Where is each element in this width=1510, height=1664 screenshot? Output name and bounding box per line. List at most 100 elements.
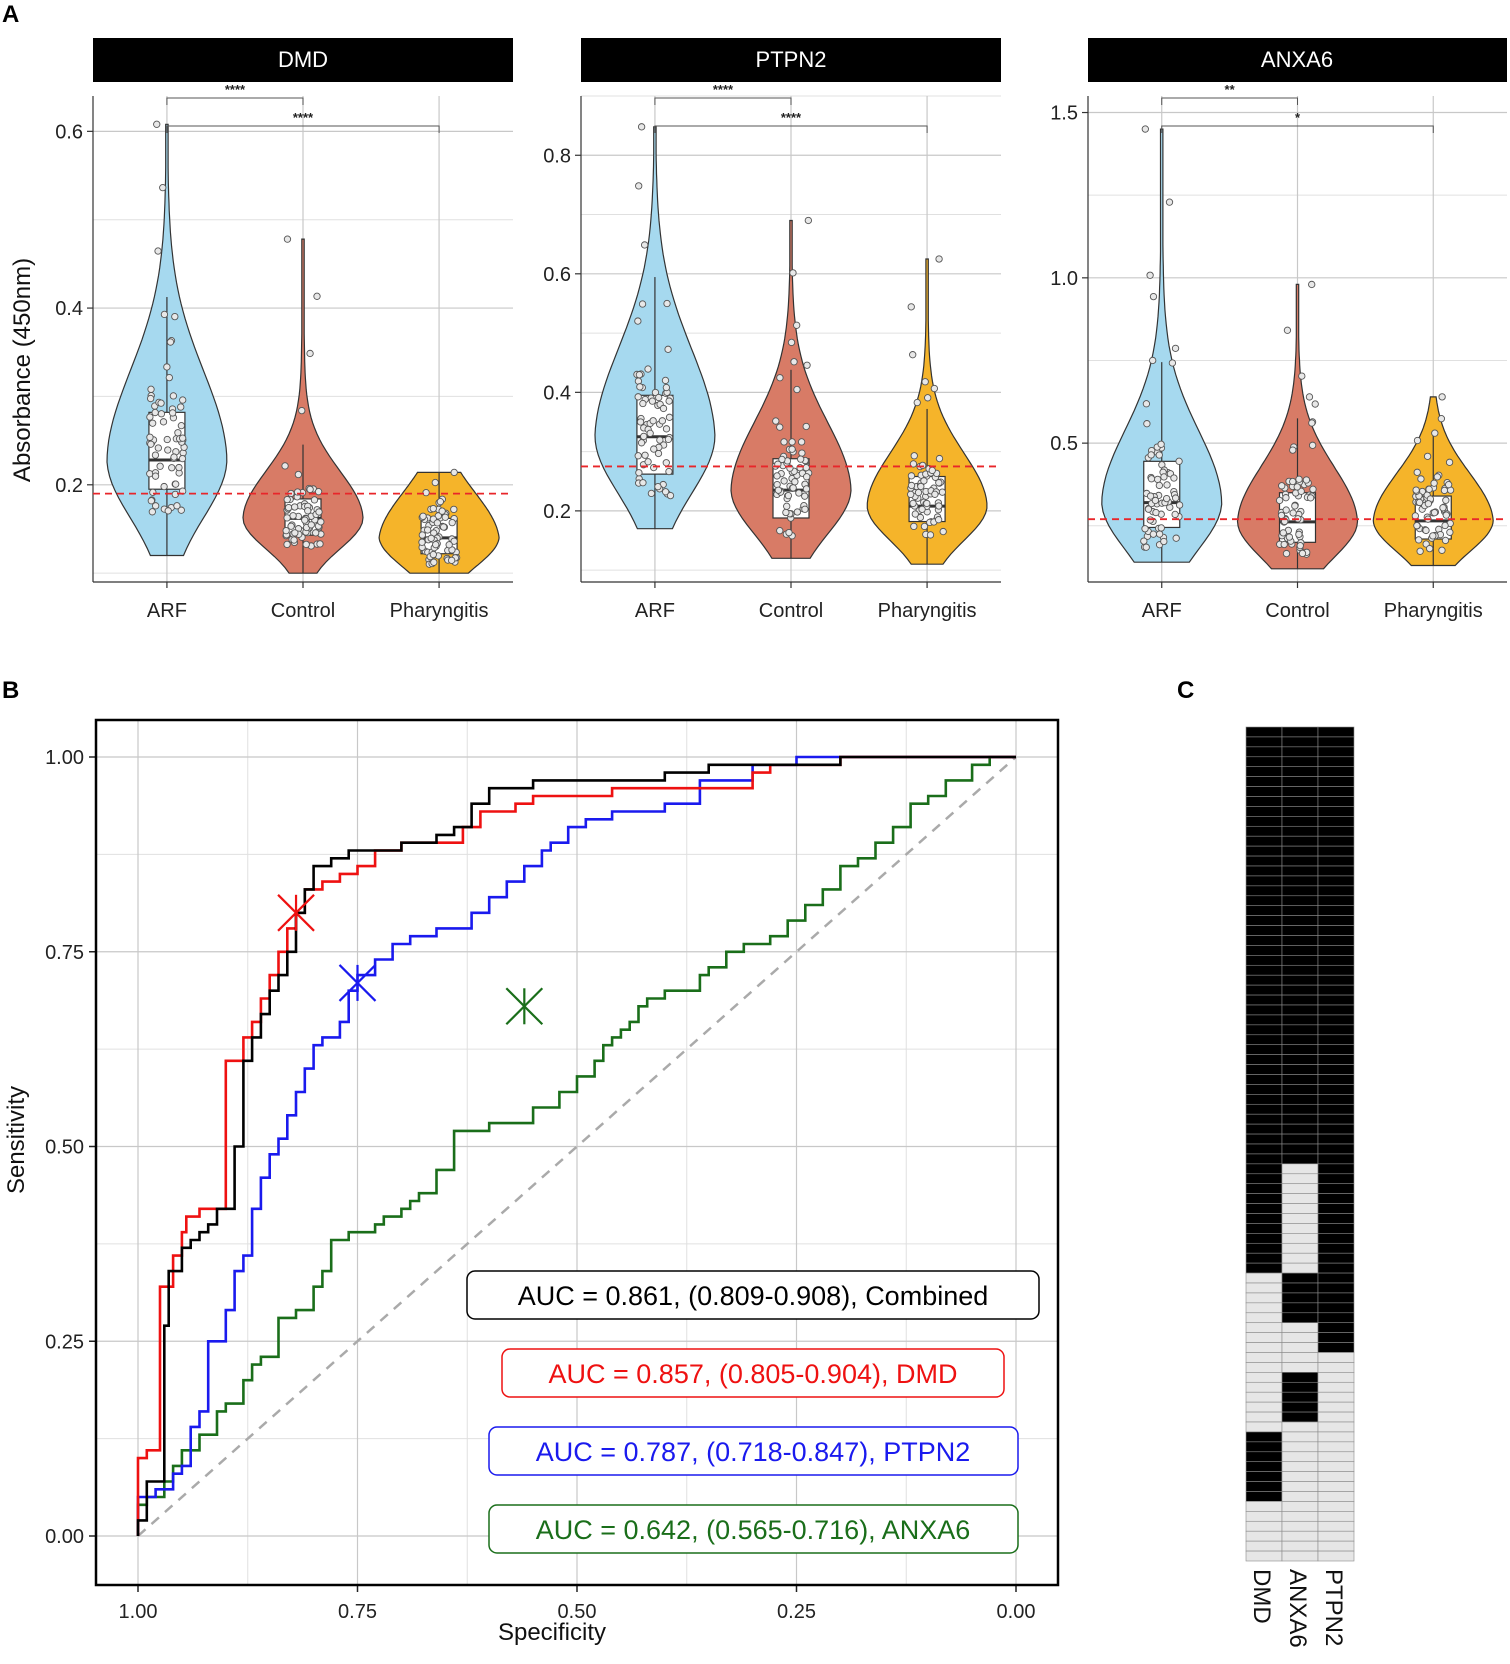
data-point <box>637 439 646 447</box>
heatmap-cell <box>1281 1282 1319 1294</box>
data-point <box>178 434 187 442</box>
data-point <box>1157 524 1165 532</box>
y-tick-label: 0.6 <box>543 264 571 286</box>
heatmap-cell <box>1245 845 1283 857</box>
heatmap-cell <box>1281 1292 1319 1304</box>
best-threshold-ptpn2 <box>338 964 377 1002</box>
data-point <box>298 406 306 415</box>
data-point <box>153 120 161 128</box>
data-point <box>147 497 155 505</box>
data-point <box>661 488 670 496</box>
data-point <box>782 508 790 517</box>
data-point <box>641 241 649 249</box>
data-point <box>314 488 323 496</box>
data-point <box>1162 494 1171 503</box>
data-point <box>436 498 445 506</box>
heatmap-cell <box>1317 1123 1355 1135</box>
data-point <box>648 397 657 405</box>
roc-curve-ptpn2 <box>136 755 1016 1536</box>
heatmap-cell <box>1245 1183 1283 1194</box>
heatmap-cell <box>1281 1034 1319 1046</box>
heatmap-cell <box>1245 1242 1283 1254</box>
data-point <box>634 317 642 325</box>
y-tick-label: 0.4 <box>543 382 571 404</box>
data-point <box>1424 500 1433 508</box>
data-point <box>149 488 157 496</box>
data-point <box>172 480 180 488</box>
data-point <box>301 516 309 524</box>
heatmap-cell <box>1317 895 1355 907</box>
data-point <box>662 425 671 433</box>
data-point <box>663 299 671 308</box>
data-point <box>148 508 156 516</box>
data-point <box>282 526 290 535</box>
data-point <box>177 403 185 411</box>
data-point <box>169 392 178 400</box>
heatmap-cell <box>1245 865 1283 877</box>
violin-y-axis-title: Absorbance (450nm) <box>9 258 36 482</box>
heatmap-cell <box>1317 1173 1355 1185</box>
heatmap-cell <box>1245 1491 1283 1502</box>
heatmap-cell <box>1245 1352 1283 1363</box>
heatmap-cell <box>1281 736 1319 748</box>
heatmap-cell <box>1281 1014 1319 1026</box>
heatmap-cell <box>1245 974 1283 986</box>
heatmap-cell <box>1281 1123 1319 1135</box>
data-point <box>635 182 643 190</box>
data-point <box>639 399 647 408</box>
heatmap-cell <box>1281 1501 1319 1512</box>
heatmap-cell <box>1245 895 1283 907</box>
heatmap-cell <box>1245 1252 1283 1264</box>
heatmap-cell <box>1245 905 1283 916</box>
heatmap-cell <box>1317 994 1355 1006</box>
data-point <box>651 388 660 397</box>
data-point <box>909 499 917 508</box>
y-tick-label: 1.0 <box>1050 268 1078 290</box>
heatmap-cell <box>1245 1233 1283 1244</box>
data-point <box>797 438 806 446</box>
data-point <box>166 338 175 346</box>
data-point <box>914 488 923 497</box>
data-point <box>418 531 426 539</box>
data-point <box>163 363 171 371</box>
data-point <box>157 399 165 407</box>
heatmap-cell <box>1245 994 1283 1006</box>
data-point <box>450 537 458 545</box>
significance-label: **** <box>293 110 314 125</box>
data-point <box>439 523 448 531</box>
heatmap-cell <box>1245 1471 1283 1482</box>
data-point <box>1308 441 1317 449</box>
data-point <box>146 433 154 441</box>
data-point <box>283 540 291 549</box>
data-point <box>173 502 181 510</box>
heatmap-column-label-dmd: DMD <box>1248 1569 1275 1624</box>
data-point <box>1171 344 1180 353</box>
data-point <box>659 404 668 413</box>
y-tick-label: 0.00 <box>45 1526 84 1548</box>
heatmap-cell <box>1317 935 1355 946</box>
data-point <box>776 527 784 535</box>
heatmap-cell <box>1281 1203 1319 1214</box>
heatmap-cell <box>1317 1233 1355 1244</box>
heatmap-cell <box>1281 756 1319 768</box>
data-point <box>1141 525 1149 533</box>
heatmap-cell <box>1317 1302 1355 1314</box>
heatmap-cell <box>1281 1173 1319 1185</box>
heatmap-cell <box>1317 1530 1355 1542</box>
heatmap-cell <box>1281 935 1319 946</box>
heatmap-cell <box>1317 806 1355 817</box>
heatmap-cell <box>1245 746 1283 758</box>
data-point <box>1289 446 1297 454</box>
data-point <box>1293 483 1301 491</box>
data-point <box>1415 498 1424 507</box>
data-point <box>635 469 643 477</box>
data-point <box>1413 436 1422 445</box>
heatmap-cell <box>1317 1282 1355 1294</box>
heatmap-cell <box>1245 964 1283 976</box>
heatmap-cell <box>1245 925 1283 936</box>
x-tick-label: Control <box>271 600 335 622</box>
x-tick-label: ARF <box>147 600 187 622</box>
data-point <box>1282 494 1290 502</box>
data-point <box>159 418 168 426</box>
